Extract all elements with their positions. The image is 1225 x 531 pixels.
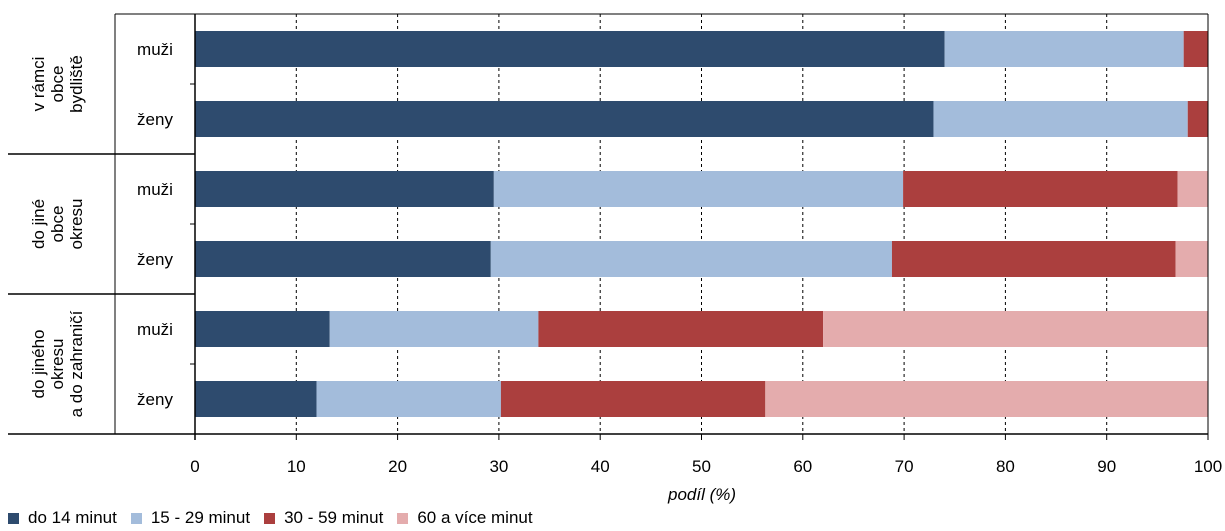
bar-segment [195, 311, 330, 347]
row-label: muži [137, 40, 173, 59]
legend-swatch [264, 512, 276, 524]
legend-item: 60 a více minut [397, 508, 533, 528]
bar-segment [316, 381, 501, 417]
bar-segment [195, 31, 945, 67]
bar-segment [823, 311, 1208, 347]
bar-segment [891, 241, 1176, 277]
group-label-line: bydliště [67, 55, 86, 113]
group-label: do jinéhookresua do zahraničí [29, 310, 86, 417]
legend-item: do 14 minut [8, 508, 117, 528]
bar-segment [493, 171, 904, 207]
bar-segment [903, 171, 1178, 207]
x-tick-label: 100 [1194, 457, 1222, 476]
group-label-line: obce [48, 206, 67, 243]
x-tick-label: 10 [287, 457, 306, 476]
legend-swatch [130, 512, 142, 524]
x-axis-label: podíl (%) [667, 485, 736, 504]
x-tick-label: 0 [190, 457, 199, 476]
legend-swatch [8, 512, 19, 524]
bar-segment [1175, 241, 1208, 277]
chart-frame [8, 13, 1209, 440]
legend-item: 30 - 59 minut [264, 508, 383, 528]
bar-segment [1183, 31, 1208, 67]
bar-segment [329, 311, 539, 347]
group-label: v rámciobcebydliště [29, 55, 86, 113]
x-tick-label: 30 [489, 457, 508, 476]
bar-segment [195, 101, 934, 137]
bar-segment [1187, 101, 1208, 137]
bar-segment [490, 241, 892, 277]
bar-segment [1177, 171, 1208, 207]
legend-label: do 14 minut [28, 508, 117, 527]
bars [195, 31, 1208, 417]
row-label: ženy [137, 390, 173, 409]
group-label-line: obce [48, 66, 67, 103]
group-label-line: do jiné [29, 199, 48, 249]
x-tick-label: 40 [591, 457, 610, 476]
group-label: do jinéobceokresu [29, 198, 86, 249]
bar-segment [944, 31, 1184, 67]
legend-label: 15 - 29 minut [150, 508, 251, 527]
bar-segment [195, 241, 491, 277]
legend-item: 15 - 29 minut [130, 508, 251, 528]
group-label-line: okresu [48, 338, 67, 389]
x-tick-label: 20 [388, 457, 407, 476]
x-tick-label: 60 [793, 457, 812, 476]
group-label-line: a do zahraničí [67, 310, 86, 417]
row-label: ženy [137, 250, 173, 269]
legend: do 14 minut 15 - 29 minut 30 - 59 minut 60 … [8, 508, 547, 528]
x-axis-ticks: 0 10 20 30 40 50 60 70 80 90 100 [190, 457, 1222, 476]
legend-label: 30 - 59 minut [284, 508, 384, 527]
bar-segment [500, 381, 766, 417]
x-tick-label: 80 [996, 457, 1015, 476]
bar-segment [195, 381, 317, 417]
bar-segment [195, 171, 494, 207]
row-label: muži [137, 180, 173, 199]
bar-segment [933, 101, 1188, 137]
group-label-line: do jiného [29, 329, 48, 398]
row-label: ženy [137, 110, 173, 129]
bar-segment [538, 311, 824, 347]
x-tick-label: 90 [1097, 457, 1116, 476]
legend-label: 60 a více minut [417, 508, 533, 527]
group-label-line: okresu [67, 198, 86, 249]
row-label: muži [137, 320, 173, 339]
group-label-line: v rámci [29, 57, 48, 112]
legend-swatch [397, 512, 409, 524]
bar-segment [765, 381, 1208, 417]
gridlines [295, 14, 1108, 434]
x-tick-label: 50 [692, 457, 711, 476]
x-tick-label: 70 [895, 457, 914, 476]
